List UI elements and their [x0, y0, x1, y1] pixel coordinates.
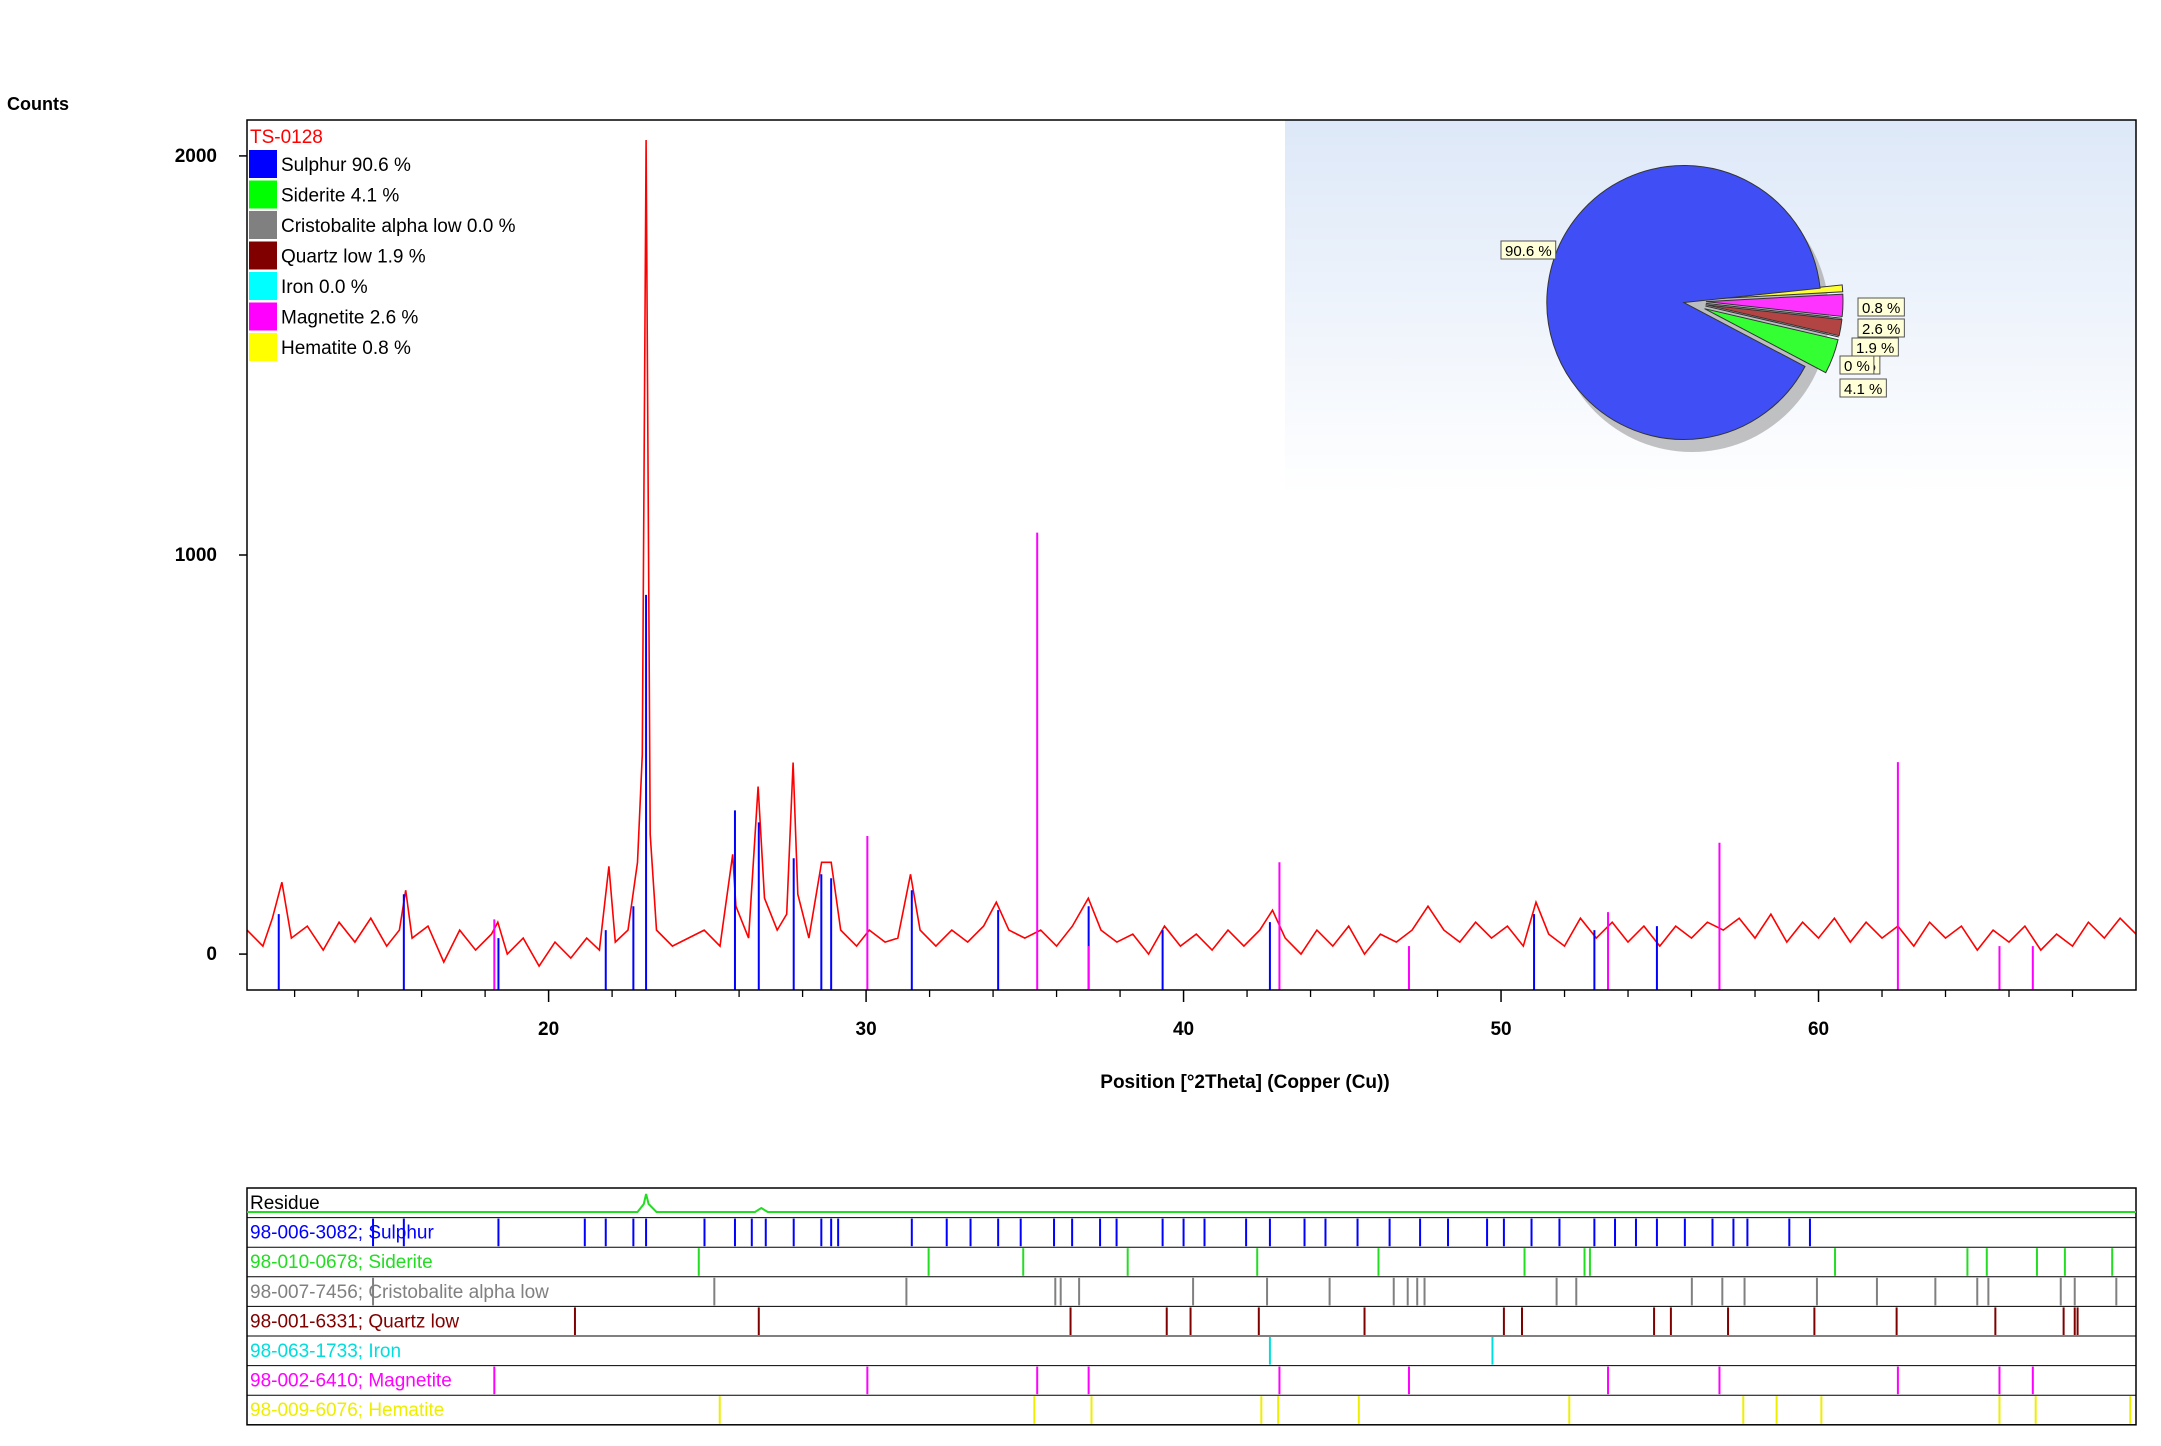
legend-label: Siderite 4.1 % — [281, 186, 399, 207]
legend-swatch — [249, 241, 277, 270]
legend-swatch — [249, 211, 277, 239]
row-label: 98-009-6076; Hematite — [250, 1400, 444, 1421]
pie-slice — [1546, 165, 1821, 441]
legend-swatch — [249, 180, 277, 209]
y-tick-label: 0 — [206, 944, 217, 965]
row-label: 98-063-1733; Iron — [250, 1341, 401, 1362]
row-label: 98-001-6331; Quartz low — [250, 1311, 459, 1332]
row-label: Residue — [250, 1193, 320, 1214]
y-axis-label: Counts — [7, 94, 69, 114]
legend-label: Hematite 0.8 % — [281, 338, 411, 359]
legend-swatch — [249, 272, 277, 300]
residue-line — [247, 1193, 2136, 1213]
row-label: 98-010-0678; Siderite — [250, 1252, 433, 1273]
row-label: 98-006-3082; Sulphur — [250, 1223, 434, 1244]
pie-value-label: 0.8 % — [1862, 300, 1900, 317]
x-axis-label: Position [°2Theta] (Copper (Cu)) — [1100, 1072, 1389, 1093]
x-tick-label: 20 — [538, 1019, 559, 1040]
legend-swatch — [249, 302, 277, 331]
pie-value-label: 1.9 % — [1856, 340, 1894, 357]
plot-frame — [246, 119, 2137, 991]
legend-label: Quartz low 1.9 % — [281, 247, 426, 268]
pie-slice — [1705, 305, 1839, 338]
y-tick-label: 2000 — [175, 146, 217, 167]
pie-value-label: 2.6 % — [1862, 321, 1900, 338]
legend-title: TS-0128 — [250, 127, 323, 148]
row-label: 98-007-7456; Cristobalite alpha low — [250, 1282, 549, 1303]
row-label: 98-002-6410; Magnetite — [250, 1371, 452, 1392]
x-tick-label: 60 — [1808, 1019, 1829, 1040]
pie-label-box — [1857, 297, 1905, 317]
legend-label: Iron 0.0 % — [281, 277, 368, 298]
legend-label: Cristobalite alpha low 0.0 % — [281, 216, 516, 237]
diffraction-profile — [246, 139, 2137, 968]
legend-label: Magnetite 2.6 % — [281, 308, 418, 329]
pie-label-box — [1500, 240, 1557, 260]
pie-slice — [1705, 304, 1843, 337]
x-tick-label: 40 — [1173, 1019, 1194, 1040]
pie-label-box — [1839, 355, 1875, 375]
legend-swatch — [249, 333, 277, 361]
y-tick-label: 1000 — [175, 545, 217, 566]
x-tick-label: 50 — [1490, 1019, 1511, 1040]
legend-label: Sulphur 90.6 % — [281, 155, 411, 176]
pie-slice — [1704, 308, 1839, 374]
pie-label-box — [1839, 378, 1887, 398]
pie-value-label: 90.6 % — [1505, 243, 1552, 260]
x-tick-label: 30 — [856, 1019, 877, 1040]
pie-label-box — [1857, 318, 1905, 338]
legend-swatch — [249, 150, 277, 178]
pie-value-label: 4.1 % — [1844, 381, 1882, 398]
pie-slice — [1705, 293, 1844, 318]
pie-label-box — [1851, 337, 1899, 357]
pie-value-label: 0 % — [1844, 358, 1870, 375]
